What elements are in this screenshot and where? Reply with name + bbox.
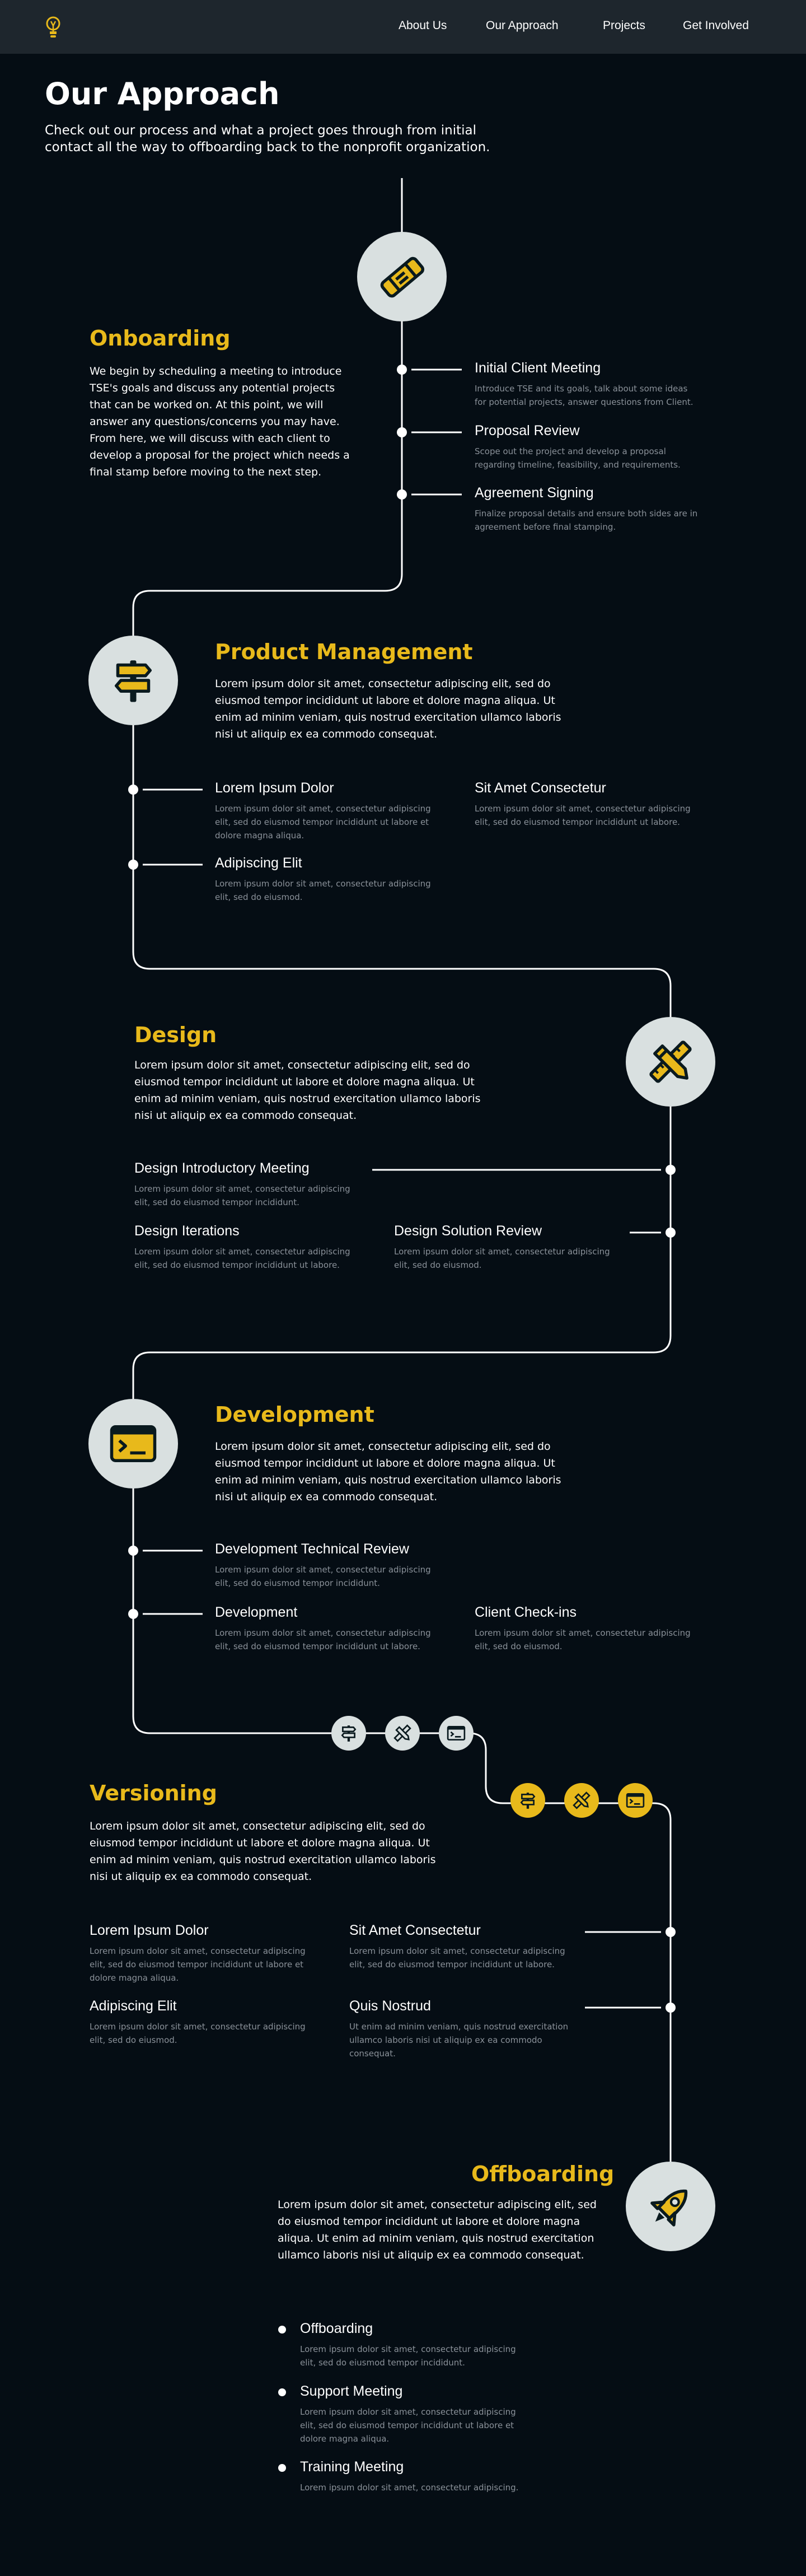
handshake-icon [380,256,425,298]
versioning-item-title: Adipiscing Elit [90,1998,177,2014]
product-title: Product Management [215,640,473,664]
page-title: Our Approach [45,76,280,111]
terminal-icon [110,1425,157,1462]
offboarding-title: Offboarding [471,2162,615,2186]
onboarding-item-desc: Scope out the project and develop a prop… [475,446,681,470]
offboarding-item-title: Support Meeting [300,2383,403,2399]
offboarding-item-desc: Lorem ipsum dolor sit amet, consectetur … [300,2344,516,2368]
lightbulb-icon[interactable] [45,16,62,39]
versioning-item-desc: Lorem ipsum dolor sit amet, consectetur … [349,1946,565,1970]
offboarding-body: Lorem ipsum dolor sit amet, consectetur … [278,2199,597,2261]
nav-our-approach[interactable]: Our Approach [486,19,559,32]
signpost-icon [520,1793,536,1809]
terminal-icon [626,1793,645,1808]
product-body: Lorem ipsum dolor sit amet, consectetur … [215,678,561,740]
design-title: Design [134,1023,217,1047]
product-item-desc: Lorem ipsum dolor sit amet, consectetur … [215,879,431,902]
versioning-item-desc: Ut enim ad minim veniam, quis nostrud ex… [349,2022,569,2059]
onboarding-item-title: Agreement Signing [475,485,594,501]
offboarding-item-title: Offboarding [300,2321,373,2336]
design-icon-circle [626,1017,715,1107]
mini-signpost-circle-active [510,1783,545,1818]
offboarding-icon-circle [626,2162,715,2251]
development-item-desc: Lorem ipsum dolor sit amet, consectetur … [475,1628,691,1651]
versioning-item-title: Quis Nostrud [349,1998,431,2014]
product-item-desc: Lorem ipsum dolor sit amet, consectetur … [215,804,431,841]
product-item-title: Adipiscing Elit [215,855,302,871]
product-icon-circle [88,636,178,725]
rocket-icon [650,2189,688,2227]
signpost-icon [341,1725,357,1742]
nav-projects[interactable]: Projects [603,19,645,32]
onboarding-item-desc: Introduce TSE and its goals, talk about … [475,384,693,407]
design-item-title: Design Iterations [134,1223,240,1239]
mini-pencil-ruler-circle [385,1716,420,1751]
design-item-title: Design Introductory Meeting [134,1160,310,1176]
offboarding-item-desc: Lorem ipsum dolor sit amet, consectetur … [300,2407,516,2444]
development-icon-circle [88,1399,178,1488]
versioning-item-desc: Lorem ipsum dolor sit amet, consectetur … [90,2022,306,2045]
offboarding-bullet [278,2464,286,2472]
signpost-icon [115,660,152,702]
onboarding-title: Onboarding [90,326,231,351]
product-item-title: Sit Amet Consectetur [475,780,606,796]
versioning-body: Lorem ipsum dolor sit amet, consectetur … [90,1820,436,1883]
pencil-ruler-icon [649,1040,692,1083]
product-item-desc: Lorem ipsum dolor sit amet, consectetur … [475,804,691,827]
offboarding-item-desc: Lorem ipsum dolor sit amet, consectetur … [300,2482,519,2493]
development-title: Development [215,1402,374,1427]
development-body: Lorem ipsum dolor sit amet, consectetur … [215,1440,561,1503]
design-body: Lorem ipsum dolor sit amet, consectetur … [134,1059,481,1122]
page-subtitle: Check out our process and what a project… [45,123,490,155]
mini-terminal-circle [439,1716,474,1751]
development-item-title: Development [215,1604,298,1620]
nav-get-involved[interactable]: Get Involved [683,19,749,32]
nav-about-us[interactable]: About Us [399,19,447,32]
onboarding-item-title: Initial Client Meeting [475,360,601,376]
onboarding-body: We begin by scheduling a meeting to intr… [90,365,350,478]
development-item-desc: Lorem ipsum dolor sit amet, consectetur … [215,1565,431,1588]
mini-signpost-circle [331,1716,366,1751]
mini-pencil-ruler-circle-active [564,1783,599,1818]
design-item-desc: Lorem ipsum dolor sit amet, consectetur … [394,1247,610,1270]
onboarding-item-desc: Finalize proposal details and ensure bot… [475,508,698,532]
offboarding-bullet [278,2326,286,2334]
navbar: About Us Our Approach Projects Get Invol… [0,0,806,54]
design-item-desc: Lorem ipsum dolor sit amet, consectetur … [134,1247,350,1270]
versioning-title: Versioning [90,1781,217,1805]
development-item-desc: Lorem ipsum dolor sit amet, consectetur … [215,1628,431,1651]
offboarding-bullet [278,2388,286,2396]
design-item-desc: Lorem ipsum dolor sit amet, consectetur … [134,1184,350,1207]
versioning-item-title: Sit Amet Consectetur [349,1922,481,1938]
development-item-title: Development Technical Review [215,1541,409,1557]
onboarding-icon-circle [357,232,447,321]
pencil-ruler-icon [573,1791,591,1809]
versioning-item-desc: Lorem ipsum dolor sit amet, consectetur … [90,1946,306,1983]
offboarding-item-title: Training Meeting [300,2459,404,2475]
design-item-title: Design Solution Review [394,1223,542,1239]
development-item-title: Client Check-ins [475,1604,577,1620]
pencil-ruler-icon [393,1724,411,1742]
versioning-item-title: Lorem Ipsum Dolor [90,1922,209,1938]
terminal-icon [447,1725,466,1741]
mini-terminal-circle-active [618,1783,653,1818]
product-item-title: Lorem Ipsum Dolor [215,780,334,796]
onboarding-item-title: Proposal Review [475,423,580,438]
